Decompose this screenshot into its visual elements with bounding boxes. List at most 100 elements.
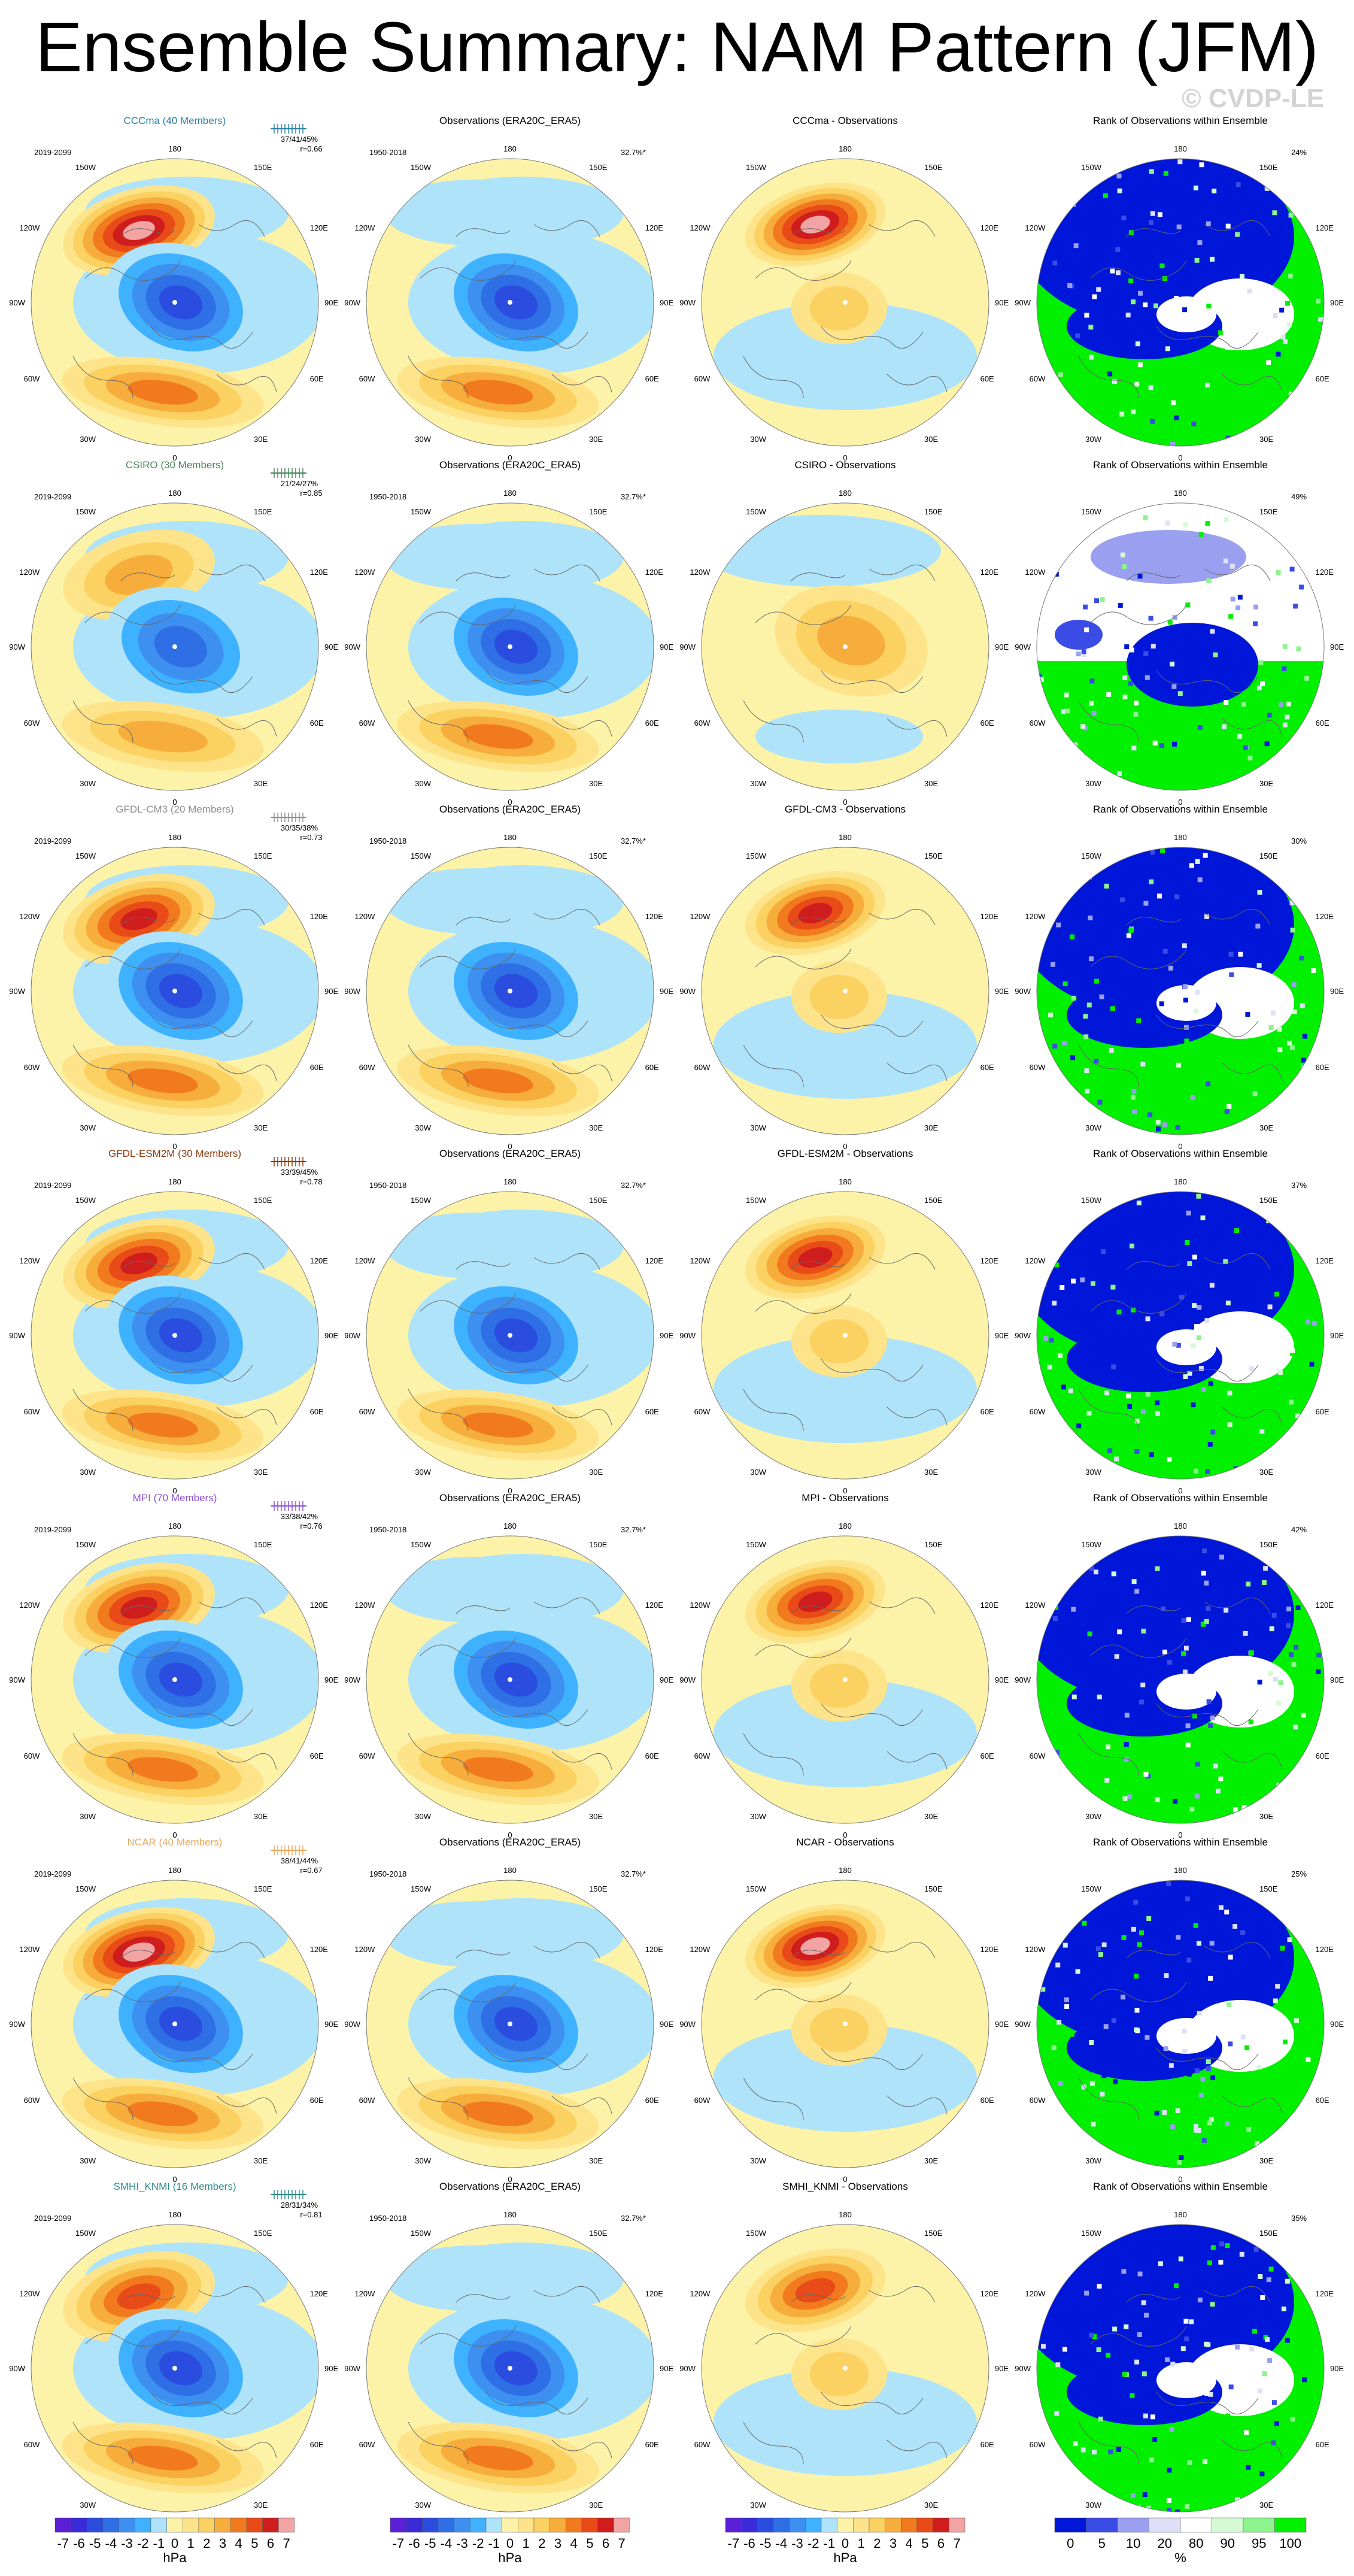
rank-pixel <box>1091 2450 1097 2455</box>
rank-pixel <box>1040 2344 1046 2349</box>
rank-pixel <box>1144 2035 1150 2040</box>
period-label: 1950-2018 <box>369 2214 406 2223</box>
rank-pixel <box>1134 381 1140 387</box>
rank-pixel <box>1306 1789 1312 1794</box>
rank-pixel <box>1302 1034 1307 1039</box>
rank-pixel <box>1155 1797 1160 1802</box>
lon-label-bottom: 0 <box>172 798 177 807</box>
colorbar-tick: -2 <box>807 2536 819 2551</box>
rank-pixel <box>1224 1910 1229 1915</box>
lon-label-ul: 150W <box>746 2229 767 2238</box>
rank-pixel <box>1206 1606 1211 1611</box>
rank-pixel <box>1237 595 1243 600</box>
lon-label-ll: 30W <box>750 2156 766 2165</box>
coastline <box>1090 604 1187 625</box>
variance-stats: 28/31/34% <box>281 2201 318 2210</box>
lon-label-bottom: 0 <box>508 2175 512 2184</box>
rank-pixel <box>1204 2390 1210 2396</box>
rank-pixel <box>1311 2232 1316 2237</box>
rank-pixel <box>1171 684 1177 689</box>
rank-pixel <box>1134 957 1140 962</box>
coastline <box>755 604 852 625</box>
coastline <box>150 2392 253 2415</box>
rank-title: Rank of Observations within Ensemble <box>1093 1836 1268 1848</box>
rank-pixel <box>1268 2266 1274 2272</box>
contour-region <box>761 1728 905 1775</box>
rank-pixel <box>1118 603 1123 608</box>
contour-region <box>494 629 538 664</box>
rank-pixel <box>1143 651 1149 656</box>
rank-pixel <box>1260 681 1265 687</box>
lon-label-ml-upper: 120W <box>690 223 711 232</box>
colorbar-swatch <box>406 2517 423 2533</box>
lon-label-ul: 150W <box>411 507 432 516</box>
coastline <box>1222 374 1283 393</box>
rank-title: Rank of Observations within Ensemble <box>1093 115 1268 126</box>
colorbar-tick: 0 <box>506 2536 514 2551</box>
rank-pixel <box>1075 1969 1080 1974</box>
rank-pixel <box>1124 2324 1129 2329</box>
rank-pixel <box>1285 2338 1290 2343</box>
rank-pixel <box>1187 2460 1192 2465</box>
coastline <box>743 700 804 743</box>
colorbar-tick: 10 <box>1126 2536 1140 2551</box>
rank-pixel <box>1167 620 1173 625</box>
map-boundary <box>1036 847 1325 1135</box>
rank-pixel <box>1073 2441 1078 2447</box>
rank-pixel <box>1289 566 1295 572</box>
rank-pixel <box>1110 1006 1115 1011</box>
colorbar-swatch <box>198 2517 215 2533</box>
pole-marker <box>172 1677 177 1682</box>
colorbar-swatch <box>485 2517 502 2533</box>
coastline <box>216 1751 277 1770</box>
lon-label-left: 90W <box>1015 643 1031 651</box>
rank-pixel <box>1318 317 1323 322</box>
lon-label-ur: 150E <box>924 163 943 172</box>
pattern-correlation: r=0.73 <box>300 833 322 842</box>
coastline <box>84 260 181 281</box>
rank-pixel <box>1037 2312 1043 2317</box>
lon-label-ml-lower: 60W <box>24 1407 40 1416</box>
lon-label-ml-upper: 120W <box>354 568 375 577</box>
rank-pixel <box>1262 2371 1267 2377</box>
map-boundary <box>701 502 989 791</box>
rank-pixel <box>1306 2500 1312 2505</box>
lon-label-mr-upper: 120E <box>310 1945 329 1954</box>
rank-pixel <box>1278 1680 1283 1686</box>
colorbar-tick: -4 <box>776 2536 788 2551</box>
lon-label-ur: 150E <box>589 1196 608 1205</box>
rank-pixel <box>1148 616 1153 621</box>
coastline <box>743 1044 804 1087</box>
contour-region <box>494 1318 538 1353</box>
lon-label-bottom: 0 <box>1178 1831 1182 1839</box>
lon-label-ll: 30W <box>1085 2156 1101 2165</box>
rank-pixel <box>1040 246 1046 251</box>
rank-field <box>1037 1536 1324 1823</box>
rank-pixel <box>1276 1451 1282 1457</box>
coastline <box>887 718 948 737</box>
rank-pixel <box>1296 646 1301 651</box>
rank-pixel <box>1206 221 1211 226</box>
rank-pixel <box>1287 1565 1292 1570</box>
lon-label-bottom: 0 <box>172 2175 177 2184</box>
rank-pixel <box>1083 604 1088 610</box>
rank-pixel <box>1058 372 1064 377</box>
rank-pixel <box>1276 569 1281 575</box>
rank-pixel <box>1306 1416 1311 1421</box>
rank-pixel <box>1256 2065 1262 2070</box>
period-label: 1950-2018 <box>369 148 406 157</box>
rank-pixel <box>1261 1265 1266 1270</box>
rank-pixel <box>1257 2388 1262 2393</box>
map-field <box>702 1880 989 2168</box>
rank-pixel <box>1317 1114 1323 1119</box>
lon-label-ur: 150E <box>589 1540 608 1549</box>
lon-label-mr-upper: 120E <box>1316 1256 1334 1265</box>
rank-pixel <box>1316 1669 1321 1674</box>
lon-label-ml-upper: 120W <box>19 2289 40 2298</box>
coastline <box>1090 1981 1187 2002</box>
rank-pixel <box>1290 1348 1295 1353</box>
rank-pixel <box>1177 159 1183 165</box>
contour-region <box>761 1039 905 1087</box>
coastline <box>887 2439 948 2459</box>
map-field <box>31 2225 318 2512</box>
